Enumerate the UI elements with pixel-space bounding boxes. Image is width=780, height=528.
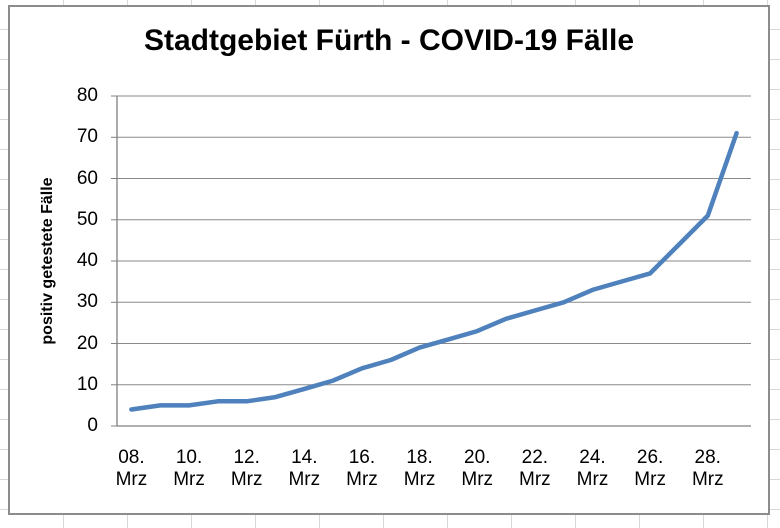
x-tick-label: 08. Mrz xyxy=(115,447,148,490)
y-tick-label: 10 xyxy=(76,373,98,395)
x-tick-label: 26. Mrz xyxy=(634,447,666,490)
chart-title[interactable]: Stadtgebiet Fürth - COVID-19 Fälle xyxy=(143,24,635,57)
y-tick-label: 50 xyxy=(76,208,98,230)
x-tick-label: 14. Mrz xyxy=(288,447,321,490)
x-tick-label: 18. Mrz xyxy=(403,447,436,490)
y-tick-label: 20 xyxy=(76,332,98,354)
y-tick-label: 40 xyxy=(76,250,98,271)
y-tick-label: 0 xyxy=(87,415,98,436)
x-tick-label: 28. Mrz xyxy=(691,447,724,490)
x-tick-label: 24. Mrz xyxy=(576,447,609,490)
x-tick-label: 10. Mrz xyxy=(173,447,205,490)
chart-area[interactable] xyxy=(8,5,770,515)
x-tick-label: 20. Mrz xyxy=(461,447,494,490)
series-line[interactable] xyxy=(129,130,739,412)
y-tick-label: 80 xyxy=(76,85,98,106)
y-tick-label: 70 xyxy=(76,126,98,148)
x-tick-label: 16. Mrz xyxy=(346,447,378,490)
y-tick-label: 60 xyxy=(76,167,98,189)
y-tick-label: 30 xyxy=(76,291,98,313)
x-tick-label: 22. Mrz xyxy=(519,447,551,490)
x-tick-label: 12. Mrz xyxy=(230,447,263,490)
